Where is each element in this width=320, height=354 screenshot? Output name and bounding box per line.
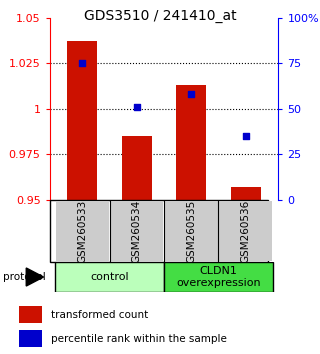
Text: percentile rank within the sample: percentile rank within the sample [51, 333, 227, 343]
Point [189, 91, 194, 97]
Bar [19, 330, 42, 347]
Bar [110, 201, 164, 261]
Text: control: control [90, 272, 129, 282]
Bar [19, 306, 42, 323]
Bar [231, 187, 261, 200]
Bar [219, 201, 272, 261]
Text: GSM260533: GSM260533 [77, 199, 87, 263]
Point [80, 61, 85, 66]
Bar [55, 262, 164, 292]
Bar [164, 201, 218, 261]
Bar [176, 85, 206, 200]
Text: transformed count: transformed count [51, 310, 148, 320]
Text: GSM260536: GSM260536 [241, 199, 251, 263]
Point [243, 133, 248, 139]
Bar [164, 262, 273, 292]
Text: GSM260535: GSM260535 [186, 199, 196, 263]
Point [134, 104, 139, 110]
Text: protocol: protocol [3, 272, 46, 282]
Text: CLDN1
overexpression: CLDN1 overexpression [176, 266, 261, 288]
Text: GSM260534: GSM260534 [132, 199, 142, 263]
Text: GDS3510 / 241410_at: GDS3510 / 241410_at [84, 9, 236, 23]
Polygon shape [26, 268, 44, 286]
Bar [122, 136, 152, 200]
Bar [56, 201, 109, 261]
Bar [67, 41, 97, 200]
